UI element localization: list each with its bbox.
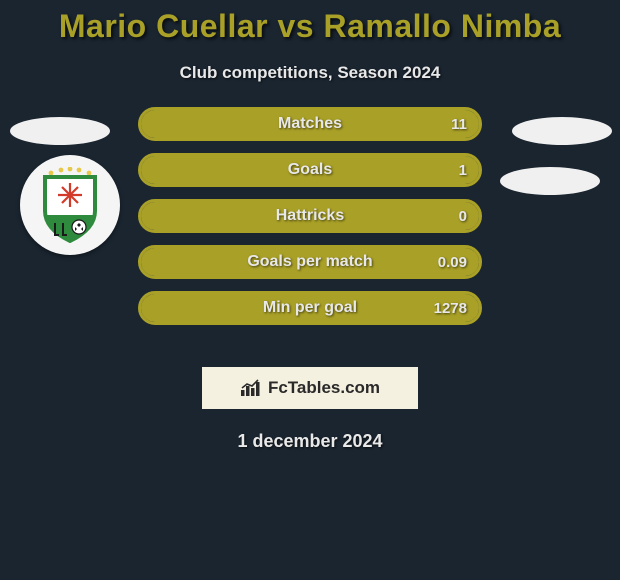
subtitle: Club competitions, Season 2024 [0, 63, 620, 83]
stat-label: Hattricks [141, 202, 479, 230]
stat-label: Goals [141, 156, 479, 184]
stat-row-min-per-goal: Min per goal 1278 [138, 291, 482, 325]
club-badge [20, 155, 120, 255]
stat-label: Min per goal [141, 294, 479, 322]
stat-row-goals-per-match: Goals per match 0.09 [138, 245, 482, 279]
date-line: 1 december 2024 [0, 431, 620, 452]
stat-row-matches: Matches 11 [138, 107, 482, 141]
player-slot-right-1 [512, 117, 612, 145]
player-slot-right-2 [500, 167, 600, 195]
club-shield-icon [37, 167, 103, 243]
stat-label: Goals per match [141, 248, 479, 276]
stat-rows: Matches 11 Goals 1 Hattricks 0 Goals per… [138, 107, 482, 337]
brand-badge[interactable]: FcTables.com [202, 367, 418, 409]
bars-icon [240, 379, 262, 397]
stat-right-value: 0 [459, 202, 467, 230]
stat-label: Matches [141, 110, 479, 138]
page-title: Mario Cuellar vs Ramallo Nimba [0, 8, 620, 45]
brand-text: FcTables.com [268, 378, 380, 398]
stat-right-value: 0.09 [438, 248, 467, 276]
stats-area: Matches 11 Goals 1 Hattricks 0 Goals per… [0, 125, 620, 355]
stat-row-goals: Goals 1 [138, 153, 482, 187]
stat-right-value: 1278 [434, 294, 467, 322]
player-slot-left [10, 117, 110, 145]
stat-right-value: 11 [451, 110, 467, 138]
stat-row-hattricks: Hattricks 0 [138, 199, 482, 233]
stat-right-value: 1 [459, 156, 467, 184]
comparison-card: Mario Cuellar vs Ramallo Nimba Club comp… [0, 0, 620, 452]
